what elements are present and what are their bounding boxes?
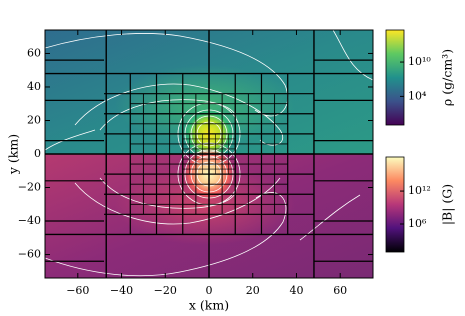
colorbar-tick-label: 10¹⁰ xyxy=(408,55,431,68)
x-tick-label: −20 xyxy=(154,284,177,297)
x-tick-label: 0 xyxy=(206,284,213,297)
y-tick-label: 60 xyxy=(27,46,41,59)
colorbar-tick-label: 10¹² xyxy=(408,184,431,197)
y-tick-label: 20 xyxy=(27,113,41,126)
x-axis-label: x (km) xyxy=(189,298,229,313)
x-tick-label: −60 xyxy=(66,284,89,297)
colorbar xyxy=(385,156,405,253)
colorbar-label: ρ (g/cm³) xyxy=(440,49,455,106)
field-image xyxy=(45,30,373,278)
colorbar xyxy=(385,29,405,126)
x-tick-label: 40 xyxy=(289,284,303,297)
y-tick-label: −60 xyxy=(18,248,41,261)
y-tick-label: −40 xyxy=(18,214,41,227)
y-axis-label: y (km) xyxy=(6,134,21,175)
y-tick-label: 40 xyxy=(27,80,41,93)
x-tick-label: 60 xyxy=(333,284,347,297)
x-tick-label: −40 xyxy=(110,284,133,297)
colorbar-label: |B| (G) xyxy=(440,184,455,225)
x-tick-label: 20 xyxy=(246,284,260,297)
y-tick-label: −20 xyxy=(18,181,41,194)
y-tick-label: 0 xyxy=(34,147,41,160)
colorbar-tick-label: 10⁶ xyxy=(408,217,427,230)
colorbar-tick-label: 10⁴ xyxy=(408,89,427,102)
